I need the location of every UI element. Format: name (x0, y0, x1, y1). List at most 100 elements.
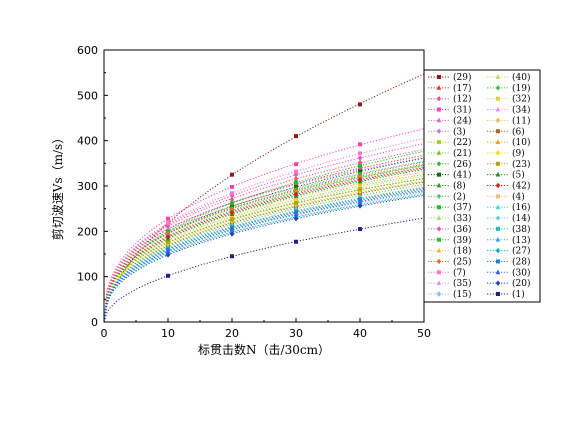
legend-item-11: (11) (487, 115, 530, 126)
legend-marker (436, 161, 442, 167)
fit-curve-42 (104, 167, 424, 322)
y-tick-label: 300 (77, 180, 98, 193)
data-point-30 (293, 211, 299, 217)
legend-marker (436, 291, 442, 297)
data-point-30 (229, 226, 235, 232)
legend-label: (5) (512, 170, 525, 181)
x-tick-label: 50 (417, 327, 431, 340)
fit-curve-16 (104, 184, 424, 322)
fit-curve-36 (104, 143, 424, 322)
legend-label: (26) (453, 159, 471, 170)
legend-item-10: (10) (487, 137, 530, 148)
legend-item-27: (27) (487, 246, 530, 257)
plot-frame (103, 49, 425, 323)
legend-item-9: (9) (487, 148, 525, 159)
legend-marker (436, 258, 442, 265)
data-point-30 (165, 248, 171, 254)
legend-label: (33) (453, 213, 471, 224)
legend-label: (32) (512, 94, 530, 105)
fit-curve-19 (104, 177, 424, 322)
legend-marker (437, 107, 441, 112)
legend-label: (35) (453, 278, 471, 289)
data-point-42 (357, 176, 363, 183)
legend-label: (31) (453, 105, 471, 116)
legend-marker (436, 128, 442, 134)
legend-marker (496, 226, 500, 231)
legend-label: (16) (512, 202, 530, 213)
legend-label: (40) (512, 72, 530, 83)
legend-marker (437, 237, 441, 242)
legend-label: (38) (512, 224, 530, 235)
legend-label: (14) (512, 213, 530, 224)
data-point-37 (230, 201, 234, 206)
legend-label: (28) (512, 256, 530, 267)
data-point-7 (230, 191, 234, 196)
legend-item-14: (14) (487, 213, 530, 224)
legend-marker (437, 75, 441, 79)
legend-marker (436, 117, 442, 123)
legend-marker (495, 85, 501, 91)
fit-curve-1 (104, 217, 424, 322)
legend-item-36: (36) (428, 224, 471, 235)
fit-curve-28 (104, 188, 424, 322)
legend-marker (437, 172, 441, 177)
fit-curve-33 (104, 175, 424, 322)
legend-label: (1) (512, 289, 525, 300)
legend-marker (436, 193, 442, 200)
legend-item-6: (6) (487, 126, 525, 137)
legend-item-30: (30) (487, 267, 530, 278)
legend-marker (436, 280, 442, 286)
fit-curves (104, 73, 424, 322)
legend-label: (20) (512, 278, 530, 289)
x-axis-title: 标贯击数N（击/30cm） (198, 342, 330, 357)
legend-marker (495, 106, 501, 112)
legend-marker (496, 292, 500, 296)
fit-curve-11 (104, 183, 424, 322)
data-point-1 (230, 254, 234, 259)
legend-label: (21) (453, 148, 471, 159)
data-point-7 (166, 221, 170, 226)
plot-area (103, 49, 425, 323)
fit-curve-22 (104, 164, 424, 322)
legend-label: (37) (453, 202, 471, 213)
data-point-7 (294, 169, 298, 174)
legend-marker (437, 270, 441, 275)
legend-marker (436, 150, 442, 155)
legend-marker (436, 226, 442, 232)
legend-marker (496, 96, 500, 101)
legend-item-8: (8) (428, 181, 466, 192)
legend-item-16: (16) (487, 202, 530, 213)
data-point-42 (165, 234, 171, 240)
fit-curve-31 (104, 128, 424, 322)
legend-label: (22) (453, 137, 471, 148)
legend-label: (9) (512, 148, 525, 159)
data-point-12 (293, 176, 299, 182)
legend-marker (495, 139, 501, 144)
legend: (29)(17)(12)(31)(24)(3)(22)(21)(26)(41)(… (423, 69, 541, 303)
legend-marker (495, 150, 501, 156)
fit-curve-37 (104, 150, 424, 322)
x-tick-label: 40 (353, 327, 367, 340)
y-tick-label: 100 (77, 271, 98, 284)
legend-marker (495, 74, 501, 79)
legend-marker (436, 215, 442, 220)
legend-label: (19) (512, 83, 530, 94)
legend-item-31: (31) (428, 105, 471, 116)
data-point-29 (294, 134, 298, 139)
legend-marker (437, 205, 441, 210)
legend-item-37: (37) (428, 202, 471, 213)
data-point-42 (293, 191, 299, 197)
legend-item-22: (22) (428, 137, 471, 148)
legend-item-4: (4) (487, 191, 525, 202)
y-axis: 0 100 200 300 400 500 600 (77, 44, 108, 329)
data-point-37 (358, 163, 362, 168)
data-point-20 (357, 203, 363, 209)
legend-label: (11) (512, 115, 530, 126)
legend-marker (436, 182, 442, 188)
legend-box (423, 69, 541, 303)
legend-item-26: (26) (428, 159, 471, 170)
data-point-31 (358, 142, 362, 147)
data-point-41 (294, 184, 298, 189)
data-point-32 (358, 184, 362, 188)
legend-marker (496, 161, 500, 166)
